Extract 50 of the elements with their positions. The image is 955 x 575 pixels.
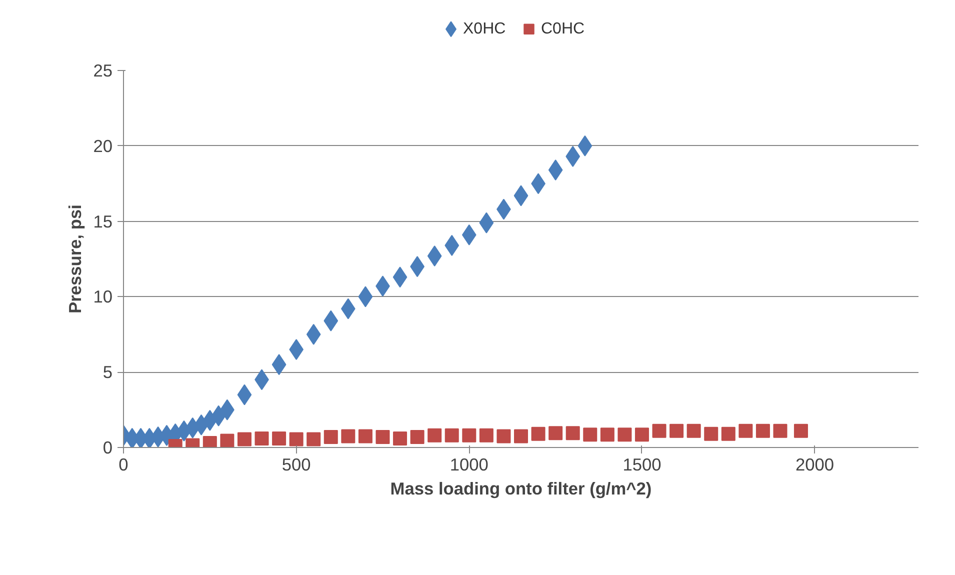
point <box>566 426 580 440</box>
y-tick-label: 0 <box>102 438 113 458</box>
point <box>324 430 338 444</box>
y-tick-label: 15 <box>93 211 113 232</box>
point <box>220 434 234 448</box>
point <box>670 424 684 438</box>
legend-label: X0HC <box>463 20 506 38</box>
point <box>652 424 666 438</box>
x-tick-label: 1500 <box>622 454 662 474</box>
x-axis-title: Mass loading onto filter (g/m^2) <box>390 478 652 498</box>
point <box>306 432 321 446</box>
y-tick-label: 10 <box>93 286 113 307</box>
point <box>773 424 788 438</box>
point <box>393 431 408 446</box>
point <box>794 424 808 438</box>
y-tick-label: 5 <box>102 362 113 382</box>
x-tick-label: 0 <box>118 454 128 474</box>
y-tick-label: 20 <box>93 136 113 156</box>
point <box>479 428 494 442</box>
x-tick-label: 500 <box>282 454 311 474</box>
point <box>444 428 459 442</box>
point <box>583 428 598 442</box>
point <box>289 432 304 446</box>
point <box>738 424 753 438</box>
point <box>376 430 390 444</box>
legend-label: C0HC <box>541 20 585 38</box>
point <box>428 428 442 442</box>
point <box>704 426 718 441</box>
point <box>548 426 563 440</box>
x-tick-label: 2000 <box>796 454 834 474</box>
point <box>618 428 632 442</box>
point <box>531 426 546 441</box>
point <box>721 426 736 441</box>
y-tick-label: 25 <box>93 60 113 80</box>
point <box>272 431 286 446</box>
point <box>600 428 614 442</box>
point <box>496 429 511 444</box>
point <box>202 436 217 448</box>
point <box>410 430 424 444</box>
y-axis-title: Pressure, psi <box>65 204 86 314</box>
point <box>514 429 528 444</box>
point <box>756 424 770 438</box>
point <box>237 432 252 446</box>
point <box>462 428 476 442</box>
x-tick-label: 1000 <box>450 454 488 474</box>
point <box>341 429 356 444</box>
point <box>634 428 649 442</box>
point <box>254 431 269 446</box>
point <box>686 424 701 438</box>
point <box>358 429 372 444</box>
